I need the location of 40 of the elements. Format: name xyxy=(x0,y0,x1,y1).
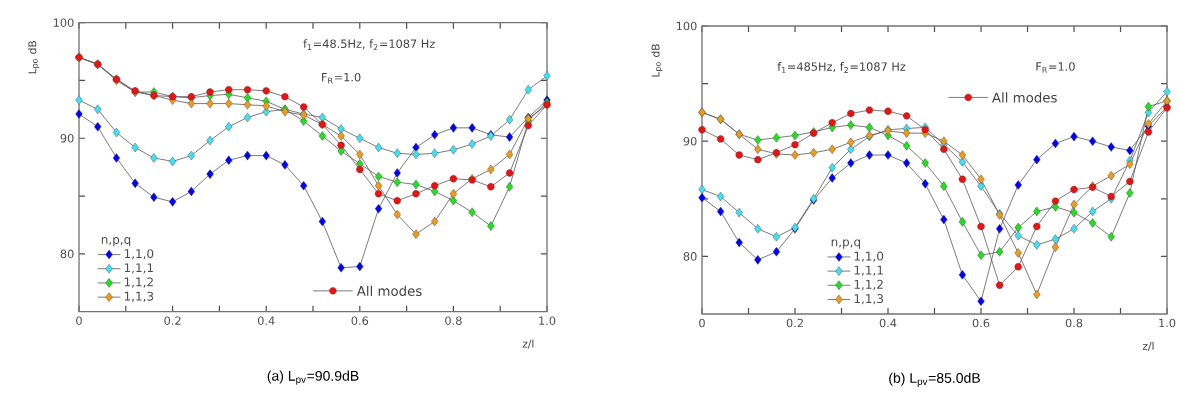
legend-label: 1,1,3 xyxy=(854,294,883,305)
annotation: f$_{1}$=485Hz, f$_{2}$=1087 Hz xyxy=(777,62,906,73)
x-tick-label: 0.6 xyxy=(351,316,369,325)
y-tick-label: 80 xyxy=(683,252,697,261)
x-tick-label: 1.0 xyxy=(1159,318,1176,328)
x-tick-label: 0.6 xyxy=(972,318,990,328)
y-tick-label: 90 xyxy=(60,133,74,143)
y-tick-label: 100 xyxy=(53,18,74,27)
x-axis-title: z/l xyxy=(522,339,534,349)
y-tick-label: 80 xyxy=(60,249,74,259)
x-tick-label: 0.2 xyxy=(786,318,803,328)
x-tick-label: 0.4 xyxy=(257,316,275,325)
legend-label: 1,1,3 xyxy=(124,291,154,302)
annotation: f$_{1}$=48.5Hz, f$_{2}$=1087 Hz xyxy=(303,39,435,51)
x-tick-label: 0 xyxy=(76,316,82,325)
x-axis-title: z/l xyxy=(1142,341,1154,351)
x-tick-label: 0.2 xyxy=(164,316,181,325)
legend-label: 1,1,1 xyxy=(854,265,883,276)
x-tick-label: 0.8 xyxy=(445,316,462,325)
legend-label: 1,1,2 xyxy=(854,279,883,291)
legend-label: All modes xyxy=(992,92,1057,103)
x-tick-label: 0.8 xyxy=(1065,318,1083,328)
y-axis-title: L$_{po}$ dB xyxy=(28,41,40,74)
x-tick-label: 0 xyxy=(699,318,705,328)
legend-label: 1,1,0 xyxy=(854,251,884,262)
text: (a) L$_{pv}$=90.9dB xyxy=(267,370,359,385)
y-tick-label: 90 xyxy=(683,136,697,146)
x-tick-label: 0.4 xyxy=(879,318,897,328)
text: (b) L$_{pv}$=85.0dB xyxy=(889,372,980,387)
x-tick-label: 1.0 xyxy=(539,316,556,325)
legend-label: 1,1,0 xyxy=(124,249,154,260)
y-tick-label: 100 xyxy=(676,21,697,31)
legend-title: n,p,q xyxy=(101,237,131,247)
legend-label: 1,1,1 xyxy=(124,263,153,274)
legend-title: n,p,q xyxy=(831,239,861,249)
annotation: F$_{R}$=1.0 xyxy=(322,72,361,84)
legend-label: All modes xyxy=(356,285,422,297)
y-axis-title: L$_{po}$ dB xyxy=(651,44,663,77)
legend-label: 1,1,2 xyxy=(124,277,153,288)
annotation: F$_{R}$=1.0 xyxy=(1036,62,1075,73)
